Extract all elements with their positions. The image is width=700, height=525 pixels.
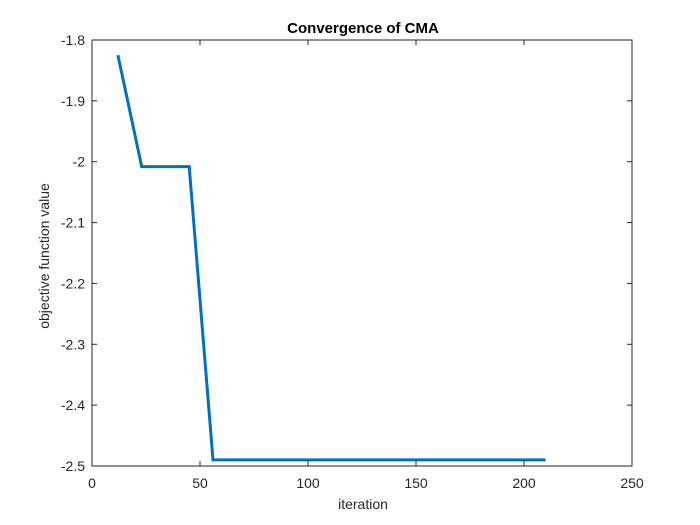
x-tick-label: 0 <box>88 475 96 491</box>
x-axis-label: iteration <box>338 496 388 512</box>
x-axis: 0 50 100 150 200 250 <box>88 40 644 491</box>
x-tick-label: 100 <box>296 475 320 491</box>
y-axis-label: objective function value <box>36 183 52 329</box>
series-line <box>116 54 546 462</box>
x-tick-label: 200 <box>512 475 536 491</box>
y-tick-label: -2.5 <box>61 458 85 474</box>
x-tick-label: 250 <box>620 475 644 491</box>
y-tick-label: -2 <box>73 154 86 170</box>
y-tick-label: -2.4 <box>61 397 85 413</box>
chart-title: Convergence of CMA <box>287 20 439 37</box>
y-tick-label: -2.3 <box>61 336 85 352</box>
y-tick-label: -2.1 <box>61 215 85 231</box>
x-tick-label: 50 <box>192 475 208 491</box>
axes-box <box>91 39 633 467</box>
y-tick-label: -1.8 <box>61 32 85 48</box>
plot-area <box>91 39 633 467</box>
y-axis: -1.8 -1.9 -2 -2.1 -2.2 -2.3 -2.4 -2.5 <box>61 32 632 474</box>
y-tick-label: -1.9 <box>61 93 85 109</box>
x-tick-label: 150 <box>404 475 428 491</box>
y-tick-label: -2.2 <box>61 275 85 291</box>
